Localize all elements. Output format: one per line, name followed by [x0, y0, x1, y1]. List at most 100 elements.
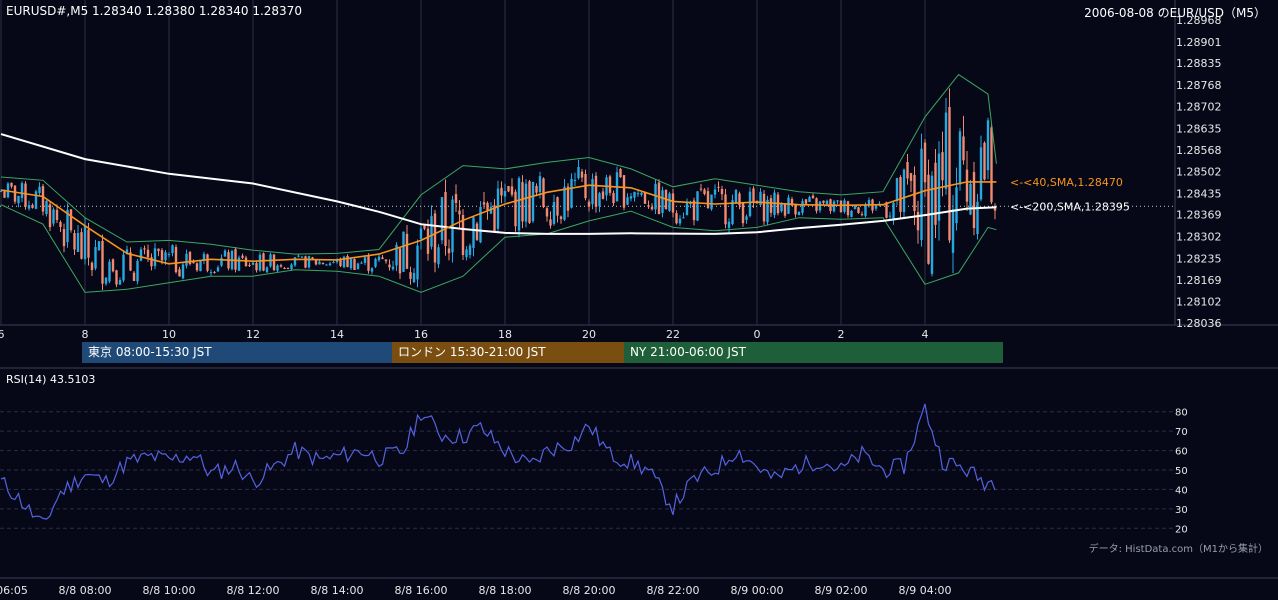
time-axis-label: 06:05 — [0, 584, 28, 597]
candle-body — [559, 216, 563, 219]
candle-body — [332, 262, 335, 264]
candle-body — [13, 185, 17, 202]
candle-body — [636, 193, 640, 195]
candle-body — [433, 213, 437, 263]
sma200-label: <-<200,SMA,1.28395 — [1010, 200, 1130, 213]
candle-body — [608, 176, 612, 193]
candle-body — [314, 260, 318, 265]
candle-body — [195, 263, 199, 271]
candle-body — [927, 174, 930, 264]
candle-body — [843, 200, 846, 212]
candle-body — [727, 221, 731, 228]
candle-body — [496, 188, 500, 229]
candle-body — [122, 254, 125, 281]
price-tick-label: 1.28835 — [1176, 57, 1222, 70]
candle-body — [825, 200, 829, 205]
candle-body — [944, 112, 948, 189]
candle-body — [55, 209, 59, 221]
candle-body — [164, 252, 167, 261]
candle-body — [363, 257, 367, 263]
price-tick-label: 1.28635 — [1176, 122, 1222, 135]
candle-body — [328, 263, 332, 266]
rsi-tick-label: 20 — [1175, 524, 1188, 535]
candle-body — [671, 193, 675, 213]
x-tick-label: 14 — [330, 328, 344, 341]
candle-body — [237, 257, 241, 271]
candle-body — [444, 191, 447, 246]
candle-body — [640, 192, 643, 195]
candle-body — [552, 202, 556, 224]
price-tick-label: 1.28901 — [1176, 36, 1222, 49]
candle-body — [10, 182, 13, 187]
candle-body — [759, 191, 762, 206]
candle-body — [885, 202, 888, 218]
candle-body — [115, 270, 118, 285]
session-tokyo: 東京 08:00-15:30 JST — [82, 342, 392, 363]
candle-body — [696, 191, 699, 221]
candle-body — [139, 249, 143, 261]
candle-body — [643, 192, 647, 204]
candle-body — [524, 183, 528, 222]
candle-body — [412, 272, 416, 283]
sma40-line — [0, 181, 997, 265]
candle-body — [787, 197, 790, 214]
candle-body — [514, 191, 517, 227]
candle-body — [976, 201, 979, 234]
candle-body — [143, 248, 146, 250]
candle-body — [783, 204, 787, 216]
candle-body — [66, 209, 69, 243]
candle-body — [475, 223, 479, 240]
x-tick-label: 22 — [666, 328, 680, 341]
candle-body — [209, 272, 213, 274]
candle-body — [860, 214, 864, 216]
candle-body — [409, 272, 412, 279]
candle-body — [255, 263, 258, 271]
candle-body — [286, 267, 290, 269]
candle-body — [598, 193, 601, 207]
candle-body — [895, 178, 899, 202]
candle-body — [178, 269, 181, 277]
candle-body — [153, 248, 157, 266]
candle-body — [801, 201, 804, 213]
candle-body — [167, 254, 171, 256]
sma200-line — [0, 133, 997, 235]
candle-body — [181, 264, 185, 279]
candle-body — [955, 187, 958, 224]
candle-body — [920, 148, 923, 241]
price-tick-label: 1.28768 — [1176, 79, 1222, 92]
candle-body — [97, 241, 101, 251]
candle-body — [811, 195, 815, 199]
candle-body — [185, 253, 188, 266]
candle-body — [0, 191, 3, 193]
candle-body — [913, 174, 916, 212]
session-newyork: NY 21:00-06:00 JST — [624, 342, 1003, 363]
price-tick-label: 1.28235 — [1176, 252, 1222, 265]
candle-body — [713, 189, 717, 195]
candle-body — [188, 251, 192, 265]
candle-body — [934, 162, 937, 225]
time-axis-label: 8/8 16:00 — [395, 584, 448, 597]
candle-body — [500, 187, 503, 196]
candle-body — [388, 264, 391, 268]
candle-body — [311, 257, 314, 260]
candle-body — [563, 186, 566, 220]
price-tick-label: 1.28968 — [1176, 14, 1222, 27]
candle-body — [948, 106, 951, 241]
candle-body — [41, 186, 45, 212]
candle-body — [458, 210, 461, 215]
candle-body — [472, 217, 475, 248]
candle-body — [48, 204, 52, 228]
candle-body — [440, 197, 444, 241]
candle-body — [321, 262, 325, 265]
candle-body — [846, 201, 850, 216]
candle-body — [349, 258, 353, 269]
candle-body — [111, 259, 115, 272]
candle-body — [416, 245, 419, 280]
candle-body — [566, 186, 570, 211]
candle-body — [90, 262, 94, 271]
candle-body — [38, 186, 41, 194]
time-axis-label: 8/9 02:00 — [815, 584, 868, 597]
candle-body — [724, 194, 727, 225]
candle-body — [419, 228, 423, 240]
time-axis-label: 8/8 18:00 — [479, 584, 532, 597]
